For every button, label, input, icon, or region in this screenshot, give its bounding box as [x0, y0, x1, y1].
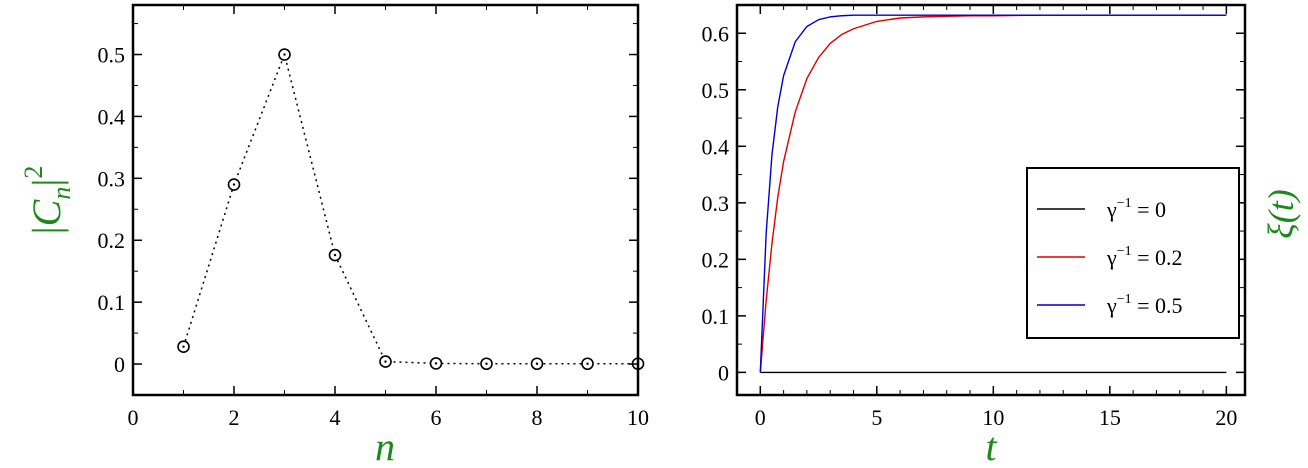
legend-entry-label: γ−1 = 0.5	[1106, 292, 1183, 318]
right-x-tick-label: 5	[871, 405, 882, 430]
legend: γ−1 = 0 γ−1 = 0.2 γ−1 = 0.5	[1026, 167, 1240, 339]
right-y-tick-label: 0.2	[702, 247, 730, 272]
legend-entry-label: γ−1 = 0	[1106, 196, 1166, 222]
left-y-axis-title: |Cn|2	[19, 166, 76, 235]
right-y-tick-label: 0.4	[702, 134, 730, 159]
right-x-tick-label: 10	[982, 405, 1004, 430]
right-x-tick-label: 15	[1099, 405, 1121, 430]
left-y-tick-label: 0.3	[98, 166, 126, 191]
left-chart-marks	[177, 48, 645, 371]
legend-entry-label: γ−1 = 0.2	[1106, 244, 1183, 270]
left-x-tick-label: 2	[229, 405, 240, 430]
left-y-title-sub: n	[47, 187, 76, 200]
svg-text:|Cn|2: |Cn|2	[19, 166, 76, 235]
left-x-tick-label: 10	[627, 405, 649, 430]
left-data-point	[227, 178, 241, 191]
right-x-axis-title: t	[985, 424, 997, 468]
right-y-axis-title: ξ(t)	[1261, 189, 1301, 238]
left-plot-frame	[131, 3, 640, 397]
right-chart-ticks: 0 5 10 15 20 0 0.1 0.2 0.3 0.4 0.5 0.6	[702, 4, 1245, 430]
left-data-point	[328, 248, 342, 262]
right-plot-frame	[735, 3, 1247, 397]
left-data-point	[379, 355, 392, 368]
left-y-tick-label: 0.4	[98, 104, 126, 129]
left-data-point	[278, 48, 291, 61]
right-y-tick-label: 0.6	[702, 21, 730, 46]
left-x-axis-title: n	[375, 424, 395, 468]
left-y-tick-label: 0	[114, 352, 125, 377]
left-y-tick-label: 0.1	[98, 290, 126, 315]
left-x-tick-label: 0	[128, 405, 139, 430]
left-x-tick-label: 4	[330, 405, 341, 430]
right-y-tick-label: 0.1	[702, 304, 730, 329]
left-y-title-C: C	[24, 198, 69, 226]
left-y-tick-label: 0.2	[98, 228, 126, 253]
left-data-point	[429, 357, 443, 370]
left-data-point	[581, 357, 594, 371]
left-data-point	[480, 357, 493, 371]
right-y-tick-label: 0	[718, 360, 729, 385]
left-data-point	[530, 357, 544, 371]
right-x-tick-label: 0	[755, 405, 766, 430]
legend-box	[1026, 167, 1240, 339]
left-x-tick-label: 6	[431, 405, 442, 430]
right-y-axis-title-wrap: ξ(t)	[1261, 189, 1301, 238]
right-series-line-2	[759, 14, 1227, 373]
left-data-point	[177, 340, 190, 354]
right-y-tick-label: 0.3	[702, 191, 730, 216]
left-chart-ticks: 0 2 4 6 8 10 0 0.1 0.2 0.3 0.4 0.5	[98, 5, 649, 430]
right-y-tick-label: 0.5	[702, 78, 730, 103]
left-y-tick-label: 0.5	[98, 43, 126, 68]
left-chart: 0 2 4 6 8 10 0 0.1 0.2 0.3 0.4 0.5 |Cn|2 n	[19, 3, 649, 468]
right-x-tick-label: 20	[1215, 405, 1237, 430]
left-x-tick-label: 8	[532, 405, 543, 430]
right-chart-marks	[759, 14, 1227, 374]
left-series-connector	[182, 52, 638, 365]
